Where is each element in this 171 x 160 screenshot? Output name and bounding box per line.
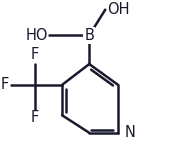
Text: F: F (1, 77, 9, 92)
Text: N: N (124, 125, 135, 140)
Text: HO: HO (25, 28, 48, 43)
Text: OH: OH (107, 2, 129, 17)
Text: F: F (31, 48, 39, 62)
Text: B: B (84, 28, 94, 43)
Text: F: F (31, 110, 39, 125)
